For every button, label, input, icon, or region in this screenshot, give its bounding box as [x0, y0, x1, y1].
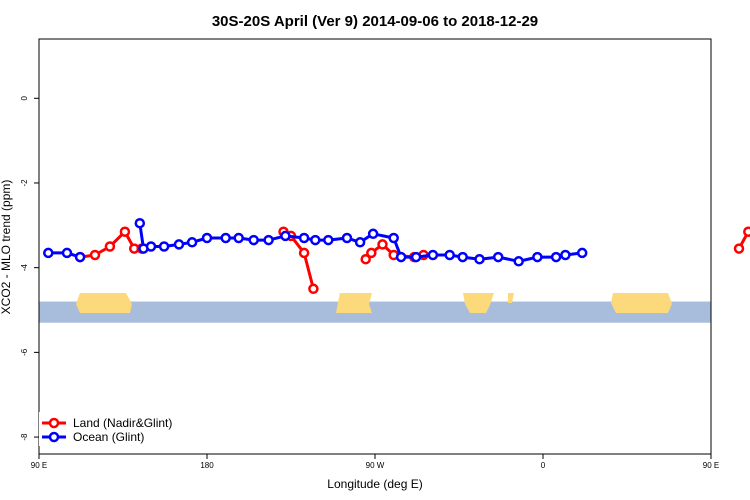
x-tick-label: 90 E	[703, 461, 719, 470]
data-point	[134, 217, 146, 229]
data-point	[298, 247, 310, 259]
data-point	[263, 234, 274, 246]
data-point	[341, 232, 353, 244]
data-point	[61, 247, 73, 259]
x-tick-label: 0	[541, 461, 546, 470]
legend-ocean-label: Ocean (Glint)	[73, 430, 144, 444]
data-point	[201, 232, 213, 244]
y-tick-label: -2	[20, 179, 29, 187]
data-point	[248, 234, 259, 246]
legend-box	[39, 412, 189, 446]
data-point	[89, 249, 101, 261]
data-point	[104, 241, 116, 252]
data-point	[576, 247, 588, 259]
data-point	[513, 256, 524, 267]
data-point	[173, 239, 185, 250]
data-point	[367, 228, 379, 240]
data-point	[280, 230, 291, 242]
x-tick-label: 90 E	[31, 461, 47, 470]
data-point	[298, 232, 310, 244]
y-tick-label: 0	[20, 96, 29, 101]
data-point	[388, 232, 399, 244]
data-point	[427, 249, 439, 261]
y-tick-label: -8	[20, 433, 29, 441]
data-point	[220, 232, 231, 244]
legend-land-marker	[48, 417, 60, 429]
y-tick-label: -6	[20, 348, 29, 356]
land-ocean-band	[39, 293, 711, 323]
data-point	[377, 239, 388, 250]
data-point	[743, 226, 750, 237]
axes: 90 E 180 90 W 0 90 E 0 -2 -4 -6 -8	[20, 96, 719, 470]
data-point	[354, 237, 366, 248]
data-point	[360, 253, 371, 265]
y-axis-label: XCO2 - MLO trend (ppm)	[0, 180, 13, 315]
chart-title: 30S-20S April (Ver 9) 2014-09-06 to 2018…	[212, 13, 538, 30]
landmass	[76, 293, 132, 313]
series-layer	[43, 217, 750, 295]
series-line	[737, 230, 750, 250]
data-point	[158, 241, 170, 252]
data-point	[410, 251, 422, 263]
series-1	[43, 217, 588, 267]
data-point	[119, 226, 131, 237]
legend-land-label: Land (Nadir&Glint)	[73, 416, 172, 430]
data-point	[550, 251, 562, 263]
data-point	[323, 234, 334, 246]
landmass	[508, 293, 514, 303]
y-tick-label: -4	[20, 264, 29, 272]
data-point	[474, 253, 485, 265]
data-point	[492, 251, 504, 263]
legend: Land (Nadir&Glint) Ocean (Glint)	[39, 412, 189, 446]
landmass	[463, 293, 494, 313]
data-point	[733, 243, 745, 254]
data-point	[74, 251, 86, 263]
x-axis-label: Longitude (deg E)	[327, 477, 422, 491]
data-point	[395, 251, 407, 263]
data-point	[233, 232, 244, 244]
data-point	[366, 247, 377, 259]
landmass	[611, 293, 672, 313]
landmass	[336, 293, 372, 313]
data-point	[310, 234, 321, 246]
data-point	[532, 251, 543, 263]
ocean-band	[39, 301, 711, 323]
legend-ocean-marker	[48, 431, 60, 443]
data-point	[444, 249, 455, 261]
x-tick-label: 90 W	[366, 461, 385, 470]
x-tick-label: 180	[200, 461, 214, 470]
data-point	[560, 249, 571, 261]
data-point	[145, 241, 157, 252]
data-point	[186, 237, 198, 248]
data-point	[308, 283, 319, 295]
data-point	[43, 247, 54, 259]
data-point	[457, 251, 468, 263]
